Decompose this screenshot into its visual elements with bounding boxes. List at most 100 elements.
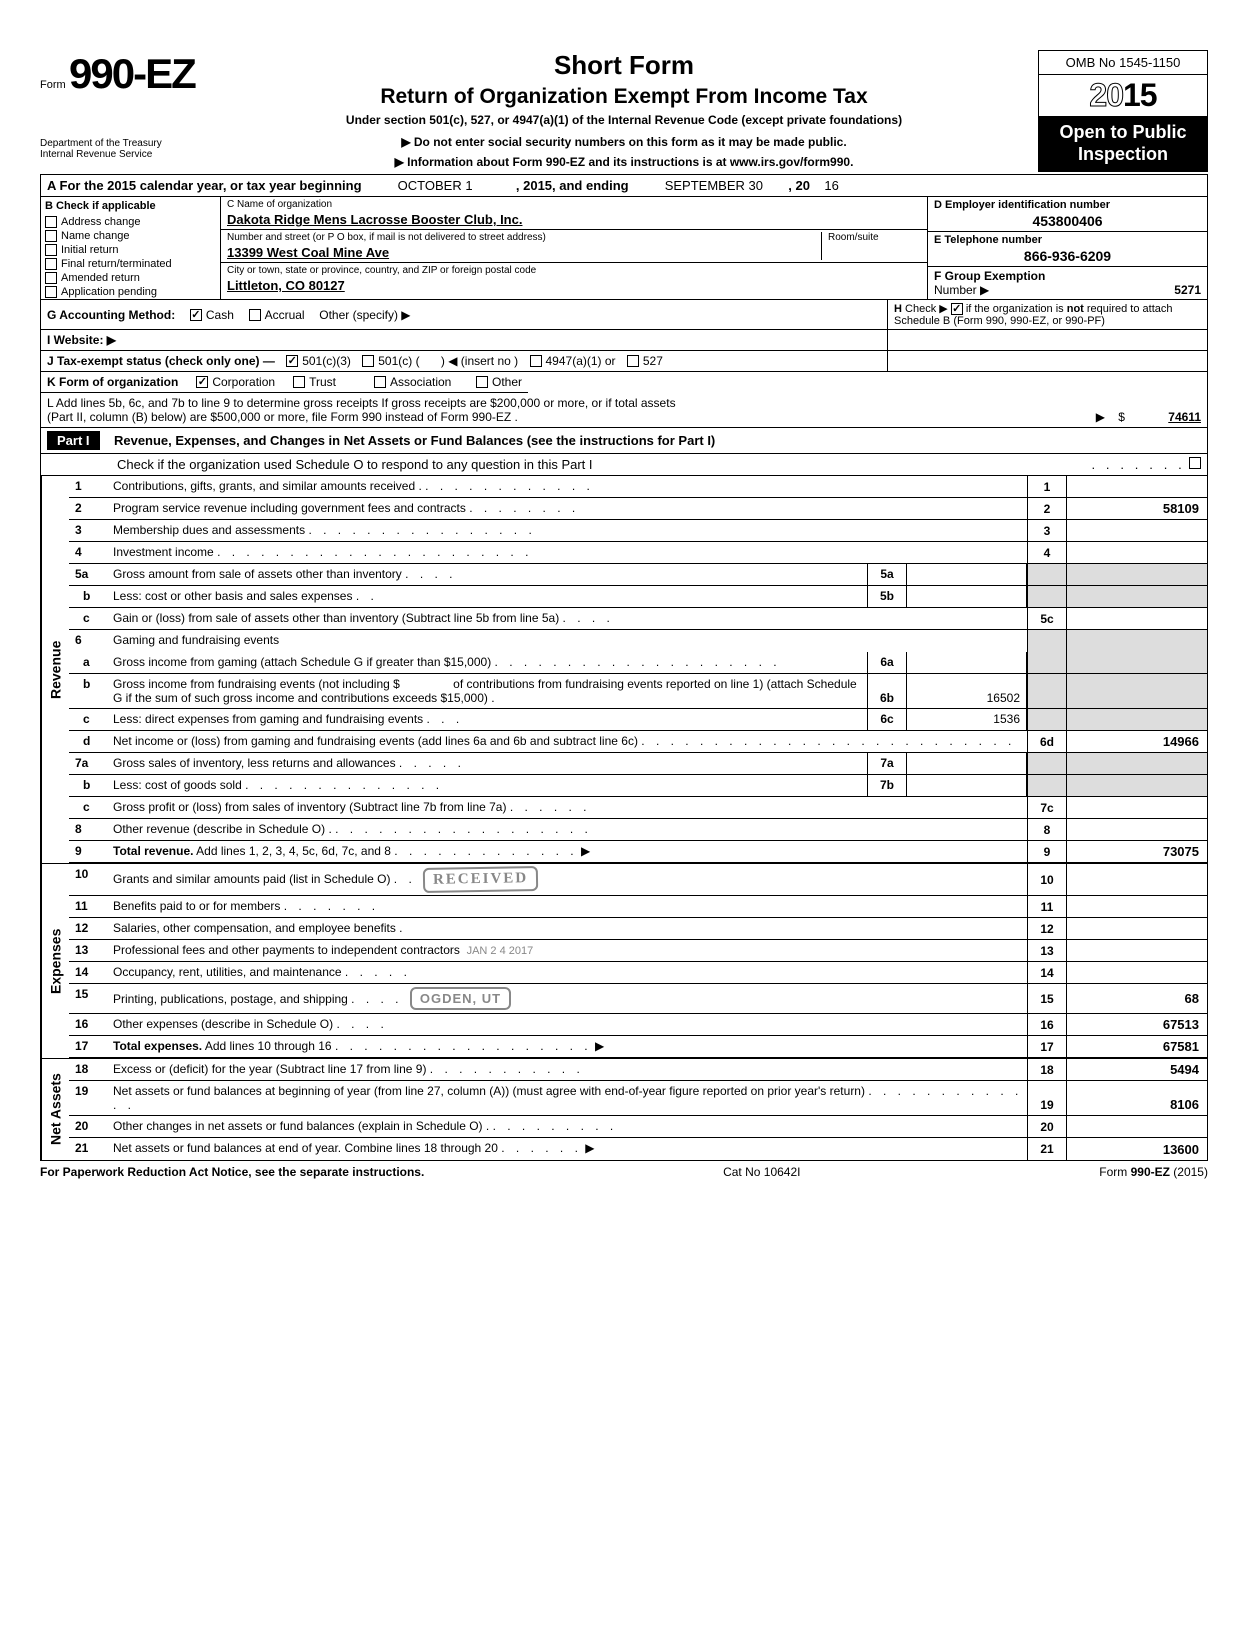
row-g-h: G Accounting Method: Cash Accrual Other … <box>41 300 1207 330</box>
line-15-val: 68 <box>1067 984 1207 1013</box>
name-change-label: Name change <box>61 230 130 242</box>
netassets-vertical-label: Net Assets <box>41 1059 69 1160</box>
line-13-val <box>1067 940 1207 961</box>
checkbox-name-change[interactable] <box>45 230 57 242</box>
final-return-label: Final return/terminated <box>61 258 172 270</box>
cat-number: Cat No 10642I <box>723 1165 800 1179</box>
form-number-box: Form 990-EZ Department of the Treasury I… <box>40 50 210 160</box>
right-column: D Employer identification number 4538004… <box>927 197 1207 299</box>
short-form-title: Short Form <box>220 50 1028 81</box>
page-footer: For Paperwork Reduction Act Notice, see … <box>40 1161 1208 1183</box>
part1-header-row: Part I Revenue, Expenses, and Changes in… <box>41 428 1207 454</box>
irs-label: Internal Revenue Service <box>40 149 210 160</box>
form-page: Form 990-EZ Department of the Treasury I… <box>40 50 1208 1183</box>
checkbox-application-pending[interactable] <box>45 286 57 298</box>
identity-block: B Check if applicable Address change Nam… <box>41 197 1207 300</box>
section-l-text2: (Part II, column (B) below) are $500,000… <box>47 410 1021 424</box>
group-exemption-value: 5271 <box>1174 283 1201 297</box>
org-name-label: C Name of organization <box>227 199 921 210</box>
line-16-desc: Other expenses (describe in Schedule O) <box>113 1017 333 1031</box>
insert-no-label: ) ◀ (insert no ) <box>441 354 518 368</box>
tax-year-begin: OCTOBER 1 <box>398 178 473 193</box>
form-header: Form 990-EZ Department of the Treasury I… <box>40 50 1208 172</box>
checkbox-trust[interactable] <box>293 376 305 388</box>
row-i: I Website: ▶ <box>41 330 1207 351</box>
row-j: J Tax-exempt status (check only one) — 5… <box>41 351 1207 372</box>
received-stamp: RECEIVED <box>423 866 539 893</box>
dept-treasury: Department of the Treasury <box>40 138 210 149</box>
tax-year: 2015 <box>1039 75 1207 116</box>
line-4-val <box>1067 542 1207 563</box>
phone-label: E Telephone number <box>934 234 1042 246</box>
section-a-row: A For the 2015 calendar year, or tax yea… <box>41 175 1207 197</box>
line-6c-desc: Less: direct expenses from gaming and fu… <box>113 712 423 726</box>
revenue-vertical-label: Revenue <box>41 476 69 863</box>
checkbox-initial-return[interactable] <box>45 244 57 256</box>
checkbox-address-change[interactable] <box>45 216 57 228</box>
trust-label: Trust <box>309 375 336 389</box>
form-prefix: Form <box>40 79 66 91</box>
501c-label: 501(c) ( <box>378 354 419 368</box>
date-stamp: JAN 2 4 2017 <box>467 945 534 957</box>
checkbox-final-return[interactable] <box>45 258 57 270</box>
4947-label: 4947(a)(1) or <box>546 354 616 368</box>
main-form-body: A For the 2015 calendar year, or tax yea… <box>40 174 1208 1161</box>
checkbox-527[interactable] <box>627 355 639 367</box>
line-6b-desc-pre: Gross income from fundraising events (no… <box>113 677 400 691</box>
accrual-label: Accrual <box>265 308 305 322</box>
checkbox-other-org[interactable] <box>476 376 488 388</box>
omb-number: OMB No 1545-1150 <box>1039 51 1207 75</box>
line-7c-desc: Gross profit or (loss) from sales of inv… <box>113 800 506 814</box>
line-6b-mid: 16502 <box>907 674 1027 708</box>
public-notice: ▶ Do not enter social security numbers o… <box>220 135 1028 149</box>
paperwork-notice: For Paperwork Reduction Act Notice, see … <box>40 1165 424 1179</box>
tax-year-end-month: SEPTEMBER 30 <box>665 178 763 193</box>
line-20-val <box>1067 1116 1207 1137</box>
instructions-notice: ▶ Information about Form 990-EZ and its … <box>220 155 1028 169</box>
line-7b-mid <box>907 775 1027 796</box>
ein-label: D Employer identification number <box>934 199 1110 211</box>
line-12-val <box>1067 918 1207 939</box>
org-street: 13399 West Coal Mine Ave <box>227 243 821 260</box>
under-section: Under section 501(c), 527, or 4947(a)(1)… <box>220 113 1028 127</box>
checkbox-corporation[interactable] <box>196 376 208 388</box>
line-18-val: 5494 <box>1067 1059 1207 1080</box>
checkbox-amended-return[interactable] <box>45 272 57 284</box>
line-21-val: 13600 <box>1067 1138 1207 1160</box>
omb-box: OMB No 1545-1150 2015 Open to Public Ins… <box>1038 50 1208 172</box>
line-6d-desc: Net income or (loss) from gaming and fun… <box>113 734 638 748</box>
title-center: Short Form Return of Organization Exempt… <box>210 50 1038 169</box>
checkbox-association[interactable] <box>374 376 386 388</box>
checkbox-accrual[interactable] <box>249 309 261 321</box>
line-11-val <box>1067 896 1207 917</box>
line-5a-desc: Gross amount from sale of assets other t… <box>113 567 402 581</box>
org-name: Dakota Ridge Mens Lacrosse Booster Club,… <box>227 210 921 227</box>
checkbox-501c[interactable] <box>362 355 374 367</box>
section-a-label: A For the 2015 calendar year, or tax yea… <box>47 178 362 193</box>
section-h: H Check ▶ if the organization is not req… <box>894 303 1173 327</box>
section-b: B Check if applicable Address change Nam… <box>41 197 221 299</box>
other-org-label: Other <box>492 375 522 389</box>
line-8-val <box>1067 819 1207 840</box>
line-15-desc: Printing, publications, postage, and shi… <box>113 992 348 1006</box>
checkbox-4947[interactable] <box>530 355 542 367</box>
room-label: Room/suite <box>828 232 921 243</box>
form-number: 990-EZ <box>69 50 195 97</box>
line-3-desc: Membership dues and assessments <box>113 523 305 537</box>
line-19-val: 8106 <box>1067 1081 1207 1115</box>
checkbox-schedule-b[interactable] <box>951 303 963 315</box>
row-k: K Form of organization Corporation Trust… <box>41 372 528 393</box>
checkbox-cash[interactable] <box>190 309 202 321</box>
line-5b-mid <box>907 586 1027 607</box>
checkbox-501c3[interactable] <box>286 355 298 367</box>
corporation-label: Corporation <box>212 375 275 389</box>
checkbox-schedule-o[interactable] <box>1189 457 1201 469</box>
ein-value: 453800406 <box>934 211 1201 229</box>
website-label: I Website: ▶ <box>47 333 116 347</box>
line-14-val <box>1067 962 1207 983</box>
section-l-text1: L Add lines 5b, 6c, and 7b to line 9 to … <box>47 396 1021 410</box>
line-8-desc: Other revenue (describe in Schedule O) . <box>113 822 332 836</box>
tax-year-end: 16 <box>824 178 838 193</box>
net-assets-section: Net Assets 18Excess or (deficit) for the… <box>41 1058 1207 1160</box>
schedule-o-text: Check if the organization used Schedule … <box>47 457 593 472</box>
